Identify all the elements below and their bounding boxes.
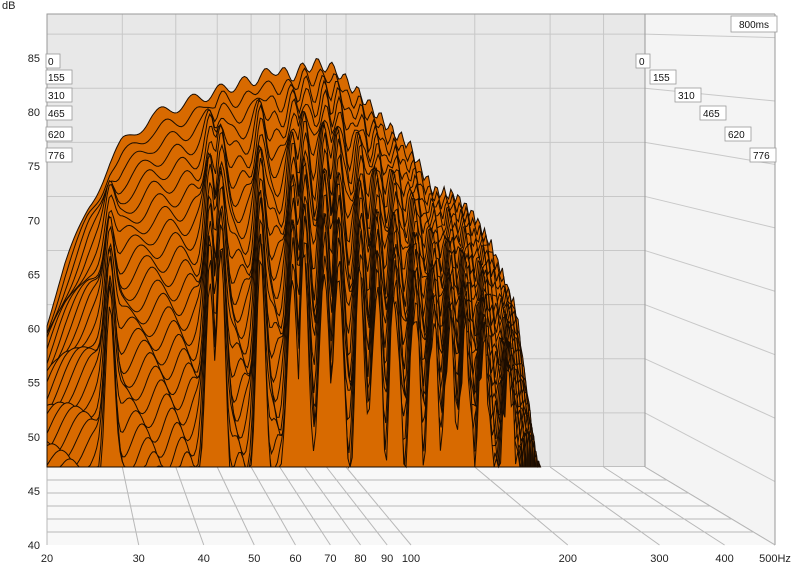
time-window-label: 800ms: [730, 15, 778, 33]
time-label-left: 0: [45, 53, 61, 69]
time-label-text: 465: [48, 109, 65, 120]
chart-floor: [46, 466, 776, 546]
time-label-right: 0: [635, 53, 651, 69]
x-tick-label: 200: [559, 553, 577, 565]
x-tick-label: 30: [133, 553, 145, 565]
x-tick-label: 90: [381, 553, 393, 565]
x-tick-label: 40: [198, 553, 210, 565]
y-tick-label: 85: [28, 53, 40, 65]
y-tick-label: 45: [28, 486, 40, 498]
y-tick-label: 55: [28, 378, 40, 390]
time-label-left: 465: [45, 105, 73, 121]
time-label-right: 155: [649, 69, 677, 85]
time-label-right: 310: [674, 87, 702, 103]
time-label-text: 155: [48, 73, 65, 84]
time-label-left: 155: [45, 69, 73, 85]
x-tick-label: 80: [354, 553, 366, 565]
time-label-right: 620: [724, 126, 752, 142]
y-tick-label: 65: [28, 269, 40, 281]
y-tick-label: 75: [28, 161, 40, 173]
time-label-text: 776: [48, 151, 65, 162]
time-label-text: 310: [48, 91, 65, 102]
time-label-left: 620: [45, 126, 73, 142]
x-tick-label: 300: [650, 553, 668, 565]
y-tick-label: 40: [28, 540, 40, 552]
waterfall-slices: [46, 58, 542, 469]
chart-axes: 40 45 50 55 60 65 70 75 80 85 20 30 40 50 60 70 80 90 100 2…: [28, 53, 791, 565]
time-label-left: 310: [45, 87, 73, 103]
y-tick-label: 50: [28, 432, 40, 444]
x-tick-label: 50: [248, 553, 260, 565]
time-label-text: 776: [753, 151, 770, 162]
waterfall-slice: [46, 213, 524, 468]
time-label-text: 155: [653, 73, 670, 84]
time-label-text: 465: [703, 109, 720, 120]
x-tick-label: 100: [402, 553, 420, 565]
y-tick-label: 80: [28, 107, 40, 119]
time-label-right: 776: [749, 147, 777, 163]
side-wall: [645, 14, 775, 545]
y-tick-label: 60: [28, 324, 40, 336]
time-label-text: 620: [48, 130, 65, 141]
time-label-right: 465: [699, 105, 727, 121]
time-label-text: 0: [48, 57, 54, 68]
time-label-left: 776: [45, 147, 73, 163]
x-tick-label: 20: [41, 553, 53, 565]
x-tick-label: 500Hz: [759, 553, 791, 565]
time-label-text: 310: [678, 91, 695, 102]
x-tick-label: 70: [324, 553, 336, 565]
y-tick-label: 70: [28, 215, 40, 227]
time-window-text: 800ms: [739, 20, 769, 31]
time-label-text: 0: [639, 57, 645, 68]
x-tick-label: 60: [289, 553, 301, 565]
y-axis-label: dB: [2, 0, 15, 12]
waterfall-slice: [47, 250, 521, 469]
time-label-text: 620: [728, 130, 745, 141]
x-tick-label: 400: [715, 553, 733, 565]
